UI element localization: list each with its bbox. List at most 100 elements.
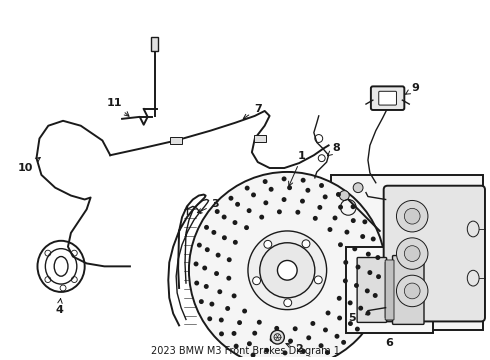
Circle shape <box>376 274 381 279</box>
Circle shape <box>288 359 293 360</box>
Text: 6: 6 <box>386 338 393 348</box>
Circle shape <box>277 210 282 214</box>
Circle shape <box>333 216 338 220</box>
Circle shape <box>315 276 322 284</box>
Circle shape <box>277 260 297 280</box>
Circle shape <box>351 204 356 209</box>
Circle shape <box>260 243 315 298</box>
Circle shape <box>340 191 349 201</box>
FancyBboxPatch shape <box>392 256 424 324</box>
Bar <box>170 136 182 144</box>
Circle shape <box>204 284 209 289</box>
Circle shape <box>366 311 370 316</box>
Circle shape <box>368 270 372 275</box>
Circle shape <box>354 283 359 288</box>
Circle shape <box>189 172 386 360</box>
Circle shape <box>310 321 316 326</box>
Circle shape <box>209 302 214 306</box>
Circle shape <box>244 225 249 230</box>
Circle shape <box>343 278 348 283</box>
Circle shape <box>396 201 428 232</box>
Circle shape <box>197 243 202 248</box>
Circle shape <box>211 230 216 235</box>
Circle shape <box>199 299 204 304</box>
Circle shape <box>337 296 342 301</box>
Circle shape <box>323 328 328 332</box>
Circle shape <box>301 349 306 354</box>
Circle shape <box>323 194 328 199</box>
Circle shape <box>253 277 261 285</box>
Circle shape <box>216 253 220 257</box>
Circle shape <box>295 210 300 215</box>
Circle shape <box>215 209 220 214</box>
Circle shape <box>234 344 239 348</box>
Circle shape <box>293 326 297 331</box>
Text: 3: 3 <box>197 199 220 213</box>
Circle shape <box>219 318 224 323</box>
Circle shape <box>237 320 242 325</box>
Text: 11: 11 <box>106 98 129 116</box>
Circle shape <box>360 234 365 239</box>
Circle shape <box>264 348 269 353</box>
Circle shape <box>233 240 238 245</box>
Circle shape <box>371 237 376 242</box>
Circle shape <box>338 205 343 210</box>
Circle shape <box>404 283 420 299</box>
Circle shape <box>287 185 292 190</box>
FancyBboxPatch shape <box>384 186 485 321</box>
Circle shape <box>194 261 198 266</box>
Circle shape <box>325 311 331 315</box>
Circle shape <box>282 197 287 202</box>
Circle shape <box>247 341 252 346</box>
Circle shape <box>344 230 349 235</box>
Circle shape <box>305 188 310 193</box>
FancyBboxPatch shape <box>379 91 396 105</box>
Circle shape <box>235 202 240 207</box>
Circle shape <box>226 276 231 281</box>
Circle shape <box>301 178 306 183</box>
Circle shape <box>204 225 209 230</box>
Circle shape <box>218 289 222 294</box>
Circle shape <box>353 183 363 193</box>
Circle shape <box>373 293 378 298</box>
Circle shape <box>302 240 310 248</box>
Circle shape <box>404 246 420 261</box>
Circle shape <box>365 288 370 293</box>
Circle shape <box>219 332 224 336</box>
Circle shape <box>336 192 341 197</box>
Bar <box>254 135 266 143</box>
Text: 1: 1 <box>289 151 306 186</box>
Circle shape <box>232 331 237 336</box>
Circle shape <box>264 240 272 248</box>
Bar <box>346 247 433 333</box>
Text: 2023 BMW M3 Front Brakes Diagram 1: 2023 BMW M3 Front Brakes Diagram 1 <box>150 346 340 356</box>
Text: 8: 8 <box>327 143 341 156</box>
Circle shape <box>283 350 288 355</box>
Circle shape <box>282 176 287 181</box>
Circle shape <box>284 299 292 307</box>
Text: 2: 2 <box>286 343 303 354</box>
Text: 4: 4 <box>55 298 63 315</box>
Circle shape <box>214 271 219 276</box>
Circle shape <box>221 215 226 220</box>
Circle shape <box>227 257 232 262</box>
Circle shape <box>348 300 353 305</box>
FancyBboxPatch shape <box>385 260 394 320</box>
Circle shape <box>246 208 251 213</box>
Circle shape <box>202 266 207 270</box>
Circle shape <box>270 330 284 344</box>
Circle shape <box>264 201 269 205</box>
Circle shape <box>207 316 212 321</box>
Circle shape <box>341 340 346 345</box>
Circle shape <box>222 235 227 240</box>
FancyBboxPatch shape <box>357 257 387 323</box>
Circle shape <box>270 337 274 342</box>
Circle shape <box>274 326 279 331</box>
Circle shape <box>396 275 428 307</box>
Circle shape <box>205 247 210 252</box>
Circle shape <box>358 306 363 311</box>
Circle shape <box>300 199 305 204</box>
Circle shape <box>269 187 273 192</box>
Circle shape <box>404 208 420 224</box>
Circle shape <box>233 220 238 225</box>
